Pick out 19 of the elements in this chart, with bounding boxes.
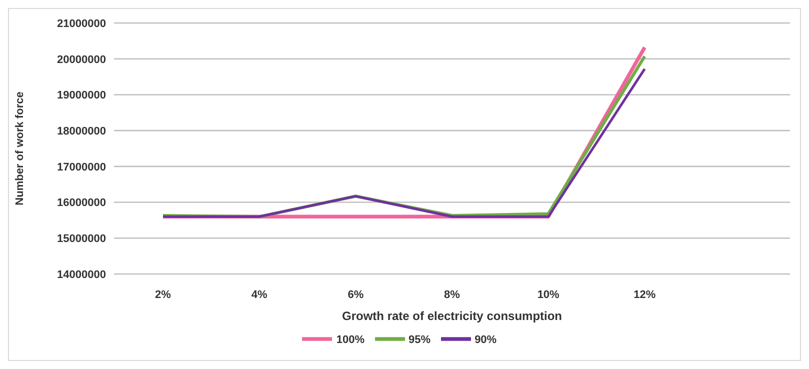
- y-tick-label: 19000000: [57, 90, 106, 102]
- x-tick-label: 12%: [634, 288, 656, 301]
- x-tick-label: 8%: [444, 288, 460, 301]
- legend-label: 90%: [474, 334, 497, 346]
- legend-label: 95%: [408, 334, 431, 346]
- y-axis-title: Number of work force: [14, 92, 26, 206]
- legend-label: 100%: [336, 334, 365, 346]
- x-tick-label: 4%: [251, 288, 268, 301]
- y-tick-label: 14000000: [57, 268, 106, 281]
- y-tick-label: 18000000: [57, 125, 106, 138]
- y-tick-label: 15000000: [57, 233, 106, 246]
- y-tick-label: 16000000: [57, 197, 106, 210]
- x-tick-label: 10%: [537, 288, 560, 301]
- y-tick-label: 21000000: [57, 18, 106, 30]
- x-axis-title: Growth rate of electricity consumption: [342, 309, 562, 323]
- y-tick-label: 20000000: [57, 54, 106, 66]
- y-tick-label: 17000000: [57, 161, 106, 174]
- x-tick-label: 6%: [348, 288, 364, 301]
- x-tick-label: 2%: [155, 288, 172, 301]
